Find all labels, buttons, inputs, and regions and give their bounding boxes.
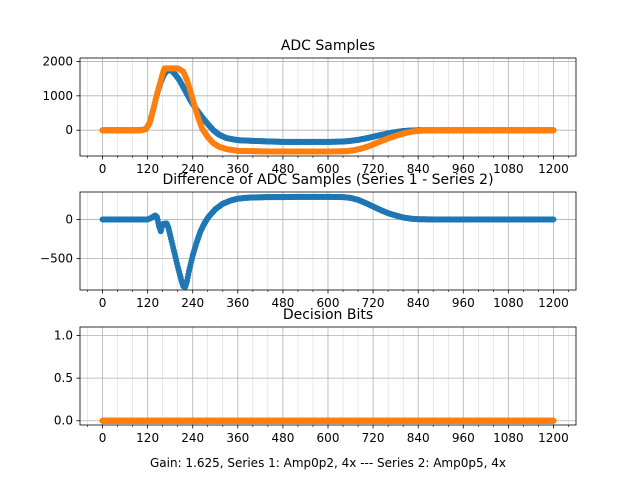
- series-series2-markers: [99, 65, 557, 155]
- x-tick-label: 960: [452, 162, 475, 176]
- x-tick-label: 1200: [538, 162, 569, 176]
- x-tick-label: 1080: [493, 296, 524, 310]
- chart-title: Decision Bits: [283, 307, 373, 323]
- x-tick-label: 840: [407, 431, 430, 445]
- y-tick-label: 2000: [42, 54, 73, 68]
- chart-panel-3: 0 120 240 360 480 600 720 840 960 1080 1200 0.0 0.5 1…: [54, 307, 577, 445]
- x-tick-label: 0: [99, 431, 107, 445]
- x-tick-label: 240: [181, 162, 204, 176]
- data-point: [550, 127, 557, 134]
- x-tick-label: 240: [181, 296, 204, 310]
- chart-title: ADC Samples: [281, 38, 375, 54]
- x-tick-label: 1080: [493, 162, 524, 176]
- x-tick-label: 720: [362, 296, 385, 310]
- x-tick-label: 1080: [493, 431, 524, 445]
- series-series2-markers: [99, 417, 557, 424]
- y-tick-label: 1000: [42, 89, 73, 103]
- chart-panel-1: 0 120 240 360 480 600 720 840 960 1080 1200 0 1000 20…: [42, 38, 577, 176]
- plot-area: [99, 65, 557, 155]
- x-tick-label: 360: [226, 162, 249, 176]
- x-tick-label: 360: [226, 296, 249, 310]
- x-tick-label: 1200: [538, 296, 569, 310]
- data-point: [550, 417, 557, 424]
- x-tick-label: 240: [181, 431, 204, 445]
- x-tick-label: 0: [99, 162, 107, 176]
- x-tick-label: 840: [407, 162, 430, 176]
- x-tick-label: 960: [452, 296, 475, 310]
- x-tick-label: 600: [317, 162, 340, 176]
- plot-area: [99, 417, 557, 424]
- x-tick-label: 840: [407, 296, 430, 310]
- x-tick-label: 1200: [538, 431, 569, 445]
- y-tick-label: 0: [65, 123, 73, 137]
- chart-title: Difference of ADC Samples (Series 1 - Se…: [162, 172, 493, 188]
- x-tick-label: 600: [317, 431, 340, 445]
- chart-panel-2: 0 120 240 360 480 600 720 840 960 1080 1200 −500 0 Di…: [40, 172, 577, 310]
- figure-caption: Gain: 1.625, Series 1: Amp0p2, 4x --- Se…: [150, 456, 506, 470]
- x-tick-label: 120: [136, 296, 159, 310]
- series-series1-markers: [99, 193, 557, 290]
- x-tick-label: 720: [362, 162, 385, 176]
- x-tick-label: 480: [271, 296, 294, 310]
- y-tick-label: −500: [40, 252, 73, 266]
- x-tick-label: 480: [271, 431, 294, 445]
- y-tick-label: 1.0: [54, 329, 73, 343]
- x-tick-label: 600: [317, 296, 340, 310]
- x-tick-label: 720: [362, 431, 385, 445]
- x-tick-label: 960: [452, 431, 475, 445]
- x-tick-label: 120: [136, 162, 159, 176]
- data-point: [550, 216, 557, 223]
- x-tick-label: 120: [136, 431, 159, 445]
- y-tick-label: 0.5: [54, 371, 73, 385]
- y-tick-label: 0.0: [54, 414, 73, 428]
- plot-area: [99, 193, 557, 290]
- x-tick-label: 480: [271, 162, 294, 176]
- y-tick-label: 0: [65, 212, 73, 226]
- x-tick-label: 360: [226, 431, 249, 445]
- x-tick-label: 0: [99, 296, 107, 310]
